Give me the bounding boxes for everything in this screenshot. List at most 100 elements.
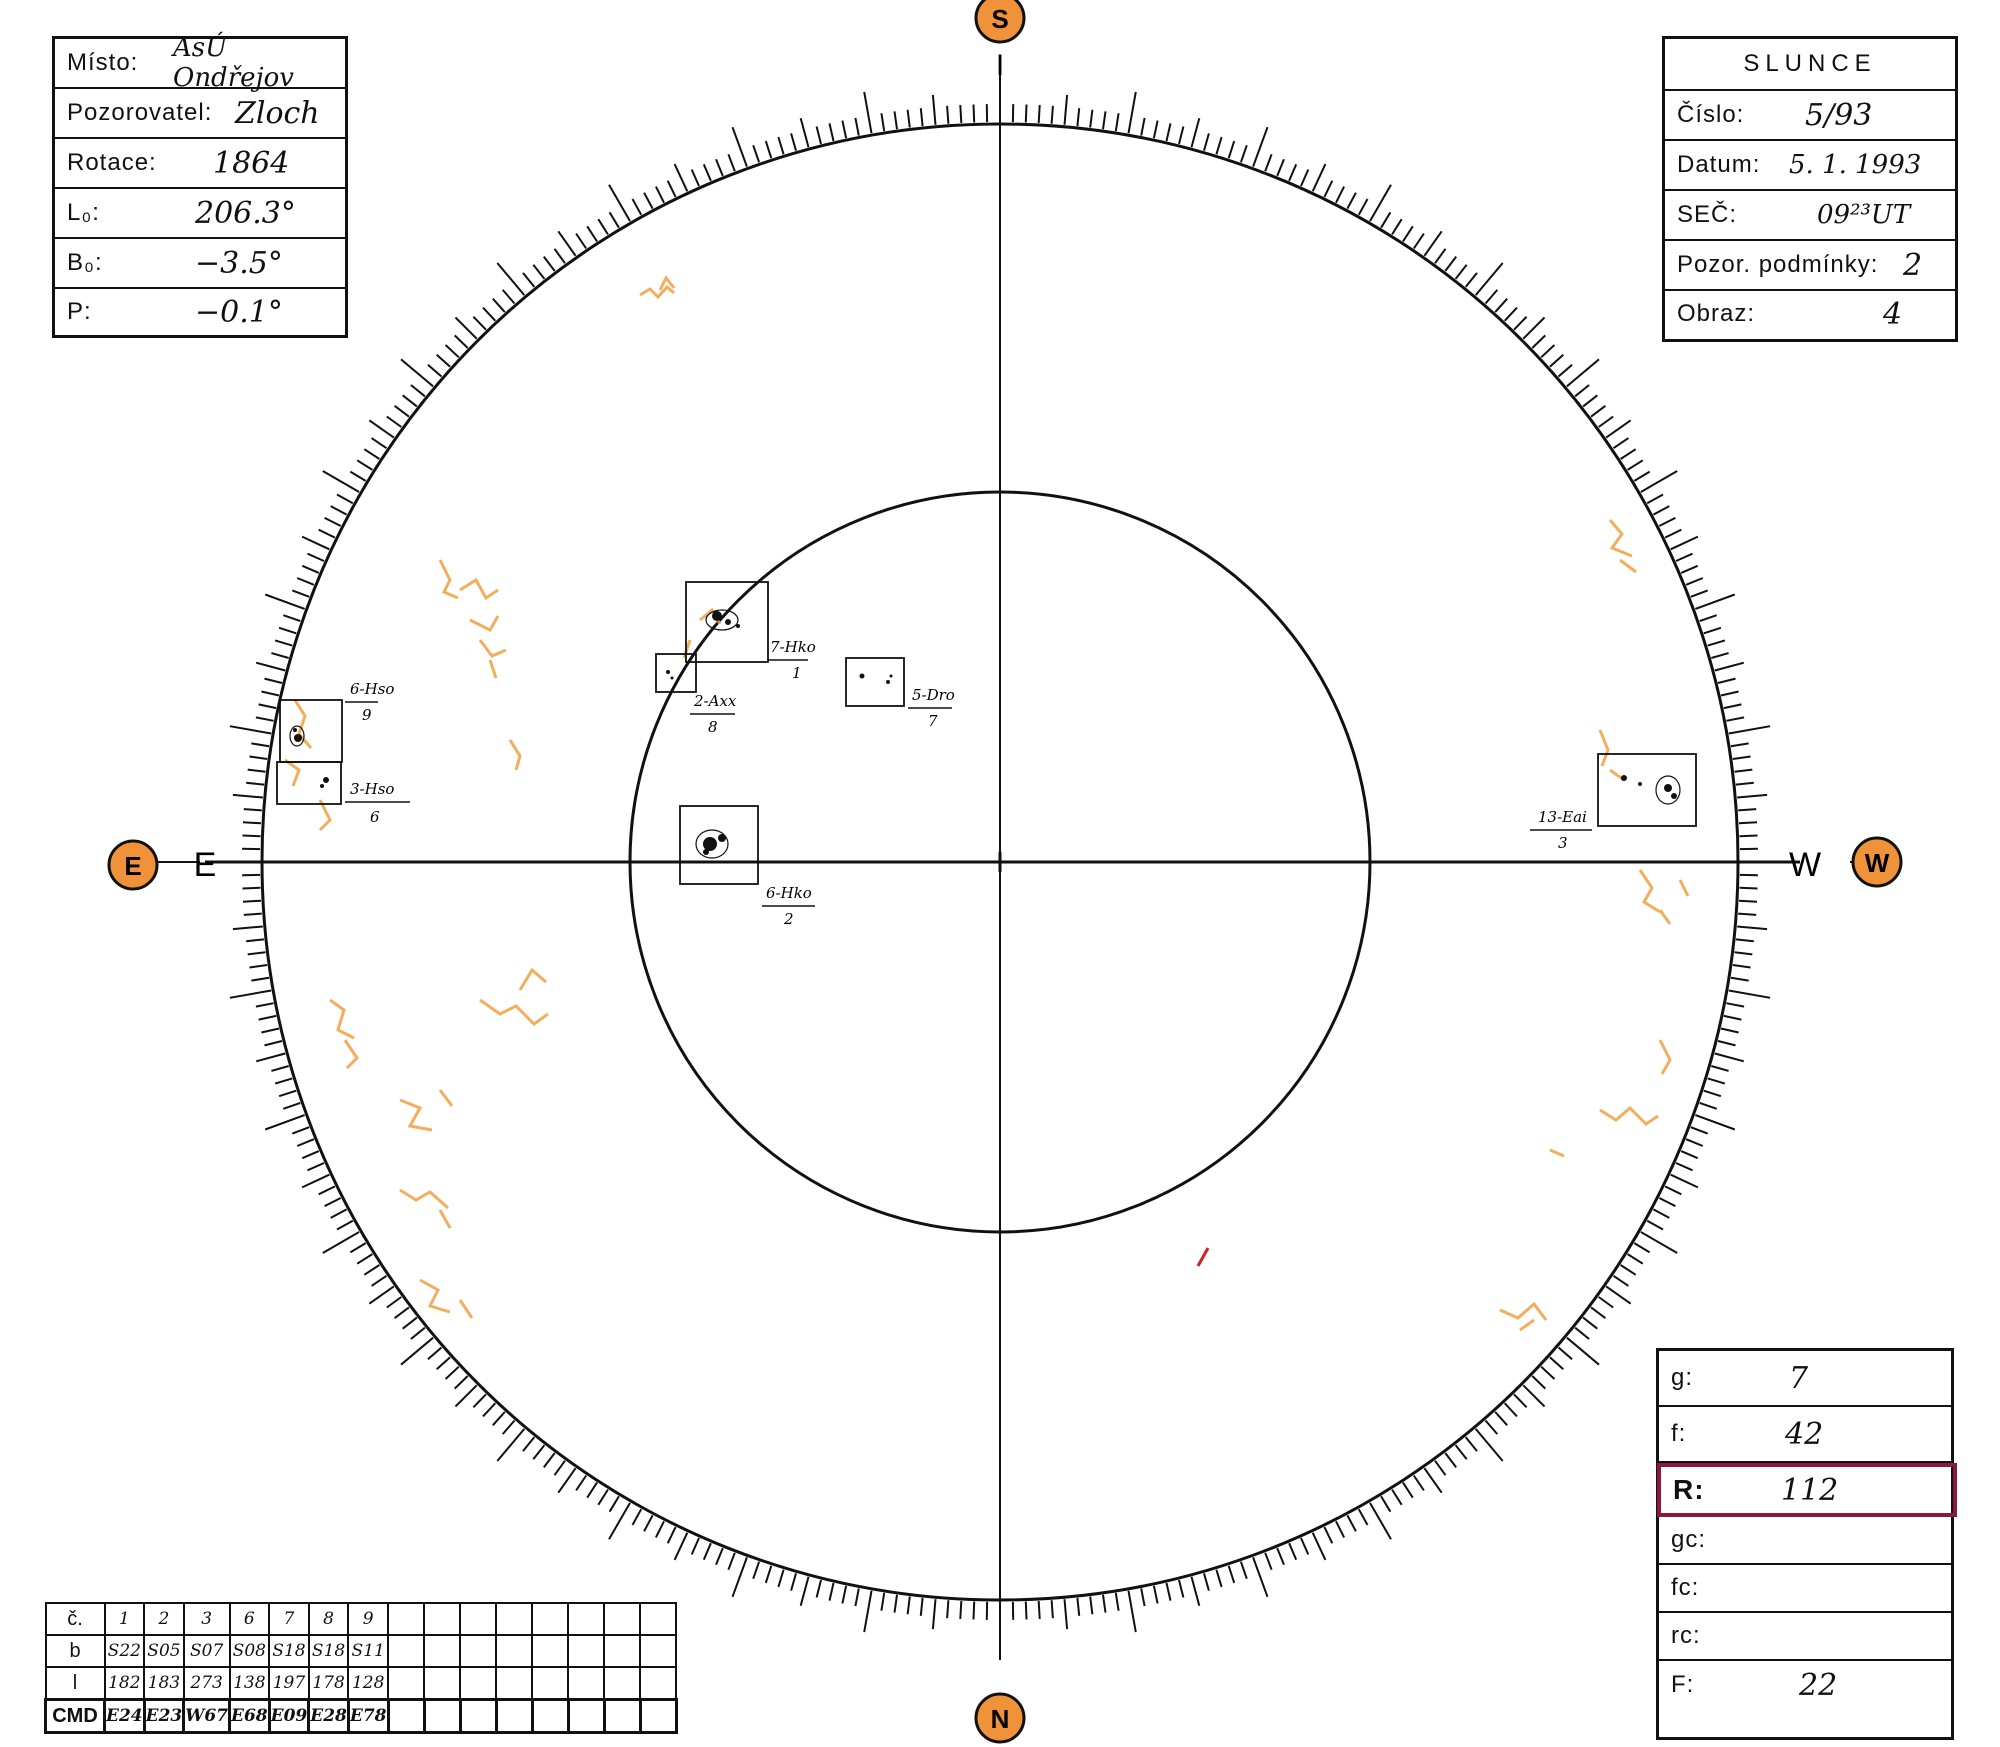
scale-tick xyxy=(301,1150,320,1160)
scale-tick xyxy=(1369,184,1392,222)
scale-tick xyxy=(631,198,643,216)
table-cell: 3 xyxy=(182,1602,231,1636)
scale-tick xyxy=(251,976,270,982)
scale-tick xyxy=(557,1467,577,1494)
scale-tick xyxy=(1402,225,1414,242)
info-value: −3.5° xyxy=(195,245,283,281)
sun-row-conditions: Pozor. podmínky: 2 xyxy=(1665,241,1955,291)
scale-tick xyxy=(1707,639,1726,647)
info-value: 206.3° xyxy=(195,195,296,231)
scale-tick xyxy=(1165,123,1172,142)
scale-tick xyxy=(1300,169,1310,187)
info-value: 5. 1. 1993 xyxy=(1789,150,1922,180)
faculae xyxy=(284,275,1690,1332)
scale-tick xyxy=(1605,1285,1632,1305)
scale-tick xyxy=(1089,1596,1094,1615)
group-number: 7 xyxy=(928,712,938,730)
scale-tick xyxy=(1685,577,1704,586)
scale-tick xyxy=(1675,552,1693,562)
scale-tick xyxy=(247,768,266,773)
scale-tick xyxy=(655,1520,665,1538)
scale-tick xyxy=(492,298,506,313)
scale-tick xyxy=(597,218,609,235)
scale-tick xyxy=(702,163,712,182)
info-label: B₀: xyxy=(67,249,103,276)
scale-tick xyxy=(501,1419,516,1435)
scale-tick xyxy=(1730,976,1749,982)
scale-tick xyxy=(454,1375,469,1390)
facula xyxy=(508,739,522,771)
south-marker: S xyxy=(974,0,1026,44)
stats-row-gc: gc: xyxy=(1659,1517,1951,1565)
scale-tick xyxy=(1063,94,1069,125)
info-row-observer: Pozorovatel: Zloch xyxy=(55,89,345,139)
scale-tick xyxy=(1380,1495,1392,1513)
scale-tick xyxy=(731,1557,748,1598)
spot-marks xyxy=(293,611,1677,855)
table-row-l: l 182 183 273 138 197 178 128 xyxy=(44,1666,677,1701)
table-cell xyxy=(387,1634,425,1668)
scale-tick xyxy=(1633,470,1651,482)
info-value: 5/93 xyxy=(1805,97,1873,133)
scale-tick xyxy=(1215,1569,1223,1588)
facula xyxy=(1499,1301,1548,1332)
table-cell: 128 xyxy=(347,1666,389,1701)
sun-row-date: Datum: 5. 1. 1993 xyxy=(1665,141,1955,191)
scale-tick xyxy=(402,394,418,408)
info-value: 1864 xyxy=(213,145,290,181)
scale-tick xyxy=(1670,1173,1699,1189)
stats-row-rc: rc: xyxy=(1659,1613,1951,1661)
scale-tick xyxy=(1024,1601,1028,1620)
scale-tick xyxy=(482,306,497,322)
table-cell xyxy=(603,1602,641,1636)
facula xyxy=(639,275,676,300)
scale-tick xyxy=(1089,109,1094,128)
scale-tick xyxy=(1335,186,1345,204)
scale-tick xyxy=(1620,448,1637,460)
scale-tick xyxy=(1391,218,1403,235)
row-header: b xyxy=(44,1634,106,1668)
scale-tick xyxy=(386,415,402,428)
scale-tick xyxy=(1454,1444,1468,1460)
table-cell: S05 xyxy=(143,1634,185,1668)
scale-tick xyxy=(1699,1101,1718,1110)
table-cell xyxy=(494,1698,534,1734)
info-value: −0.1° xyxy=(195,294,283,330)
scale-tick xyxy=(264,1040,283,1047)
table-cell xyxy=(602,1698,642,1734)
scale-tick xyxy=(655,186,665,204)
scale-tick xyxy=(1178,126,1185,145)
scale-tick xyxy=(1276,158,1285,177)
scale-tick xyxy=(1735,781,1754,786)
scale-tick xyxy=(1276,1547,1285,1566)
scale-tick xyxy=(764,140,773,159)
scale-tick xyxy=(242,834,261,838)
scale-tick xyxy=(790,1573,797,1591)
scale-tick xyxy=(249,964,268,969)
table-cell: 8 xyxy=(307,1602,350,1636)
scale-tick xyxy=(1252,126,1269,167)
sunspot xyxy=(294,734,302,742)
scale-tick xyxy=(946,1600,950,1619)
info-row-rotation: Rotace: 1864 xyxy=(55,139,345,189)
table-cell: S18 xyxy=(307,1634,350,1668)
scale-tick xyxy=(322,1231,360,1254)
table-cell: E78 xyxy=(346,1698,390,1734)
info-value: 09²³UT xyxy=(1817,200,1911,230)
scale-tick xyxy=(1680,564,1699,574)
scale-tick xyxy=(863,1590,873,1633)
scale-tick xyxy=(472,316,487,331)
table-cell: S22 xyxy=(103,1634,146,1668)
group-number: 9 xyxy=(362,706,372,724)
scale-tick xyxy=(1152,1585,1159,1604)
info-label: Pozorovatel: xyxy=(67,99,213,126)
scale-tick xyxy=(242,899,262,903)
scale-tick xyxy=(363,1264,380,1276)
table-cell xyxy=(639,1666,677,1701)
scale-tick xyxy=(1695,593,1736,610)
scale-tick xyxy=(318,528,336,539)
scale-tick xyxy=(841,120,848,139)
scale-tick xyxy=(575,233,588,250)
scale-tick xyxy=(1658,517,1676,527)
sunspot xyxy=(320,784,324,788)
